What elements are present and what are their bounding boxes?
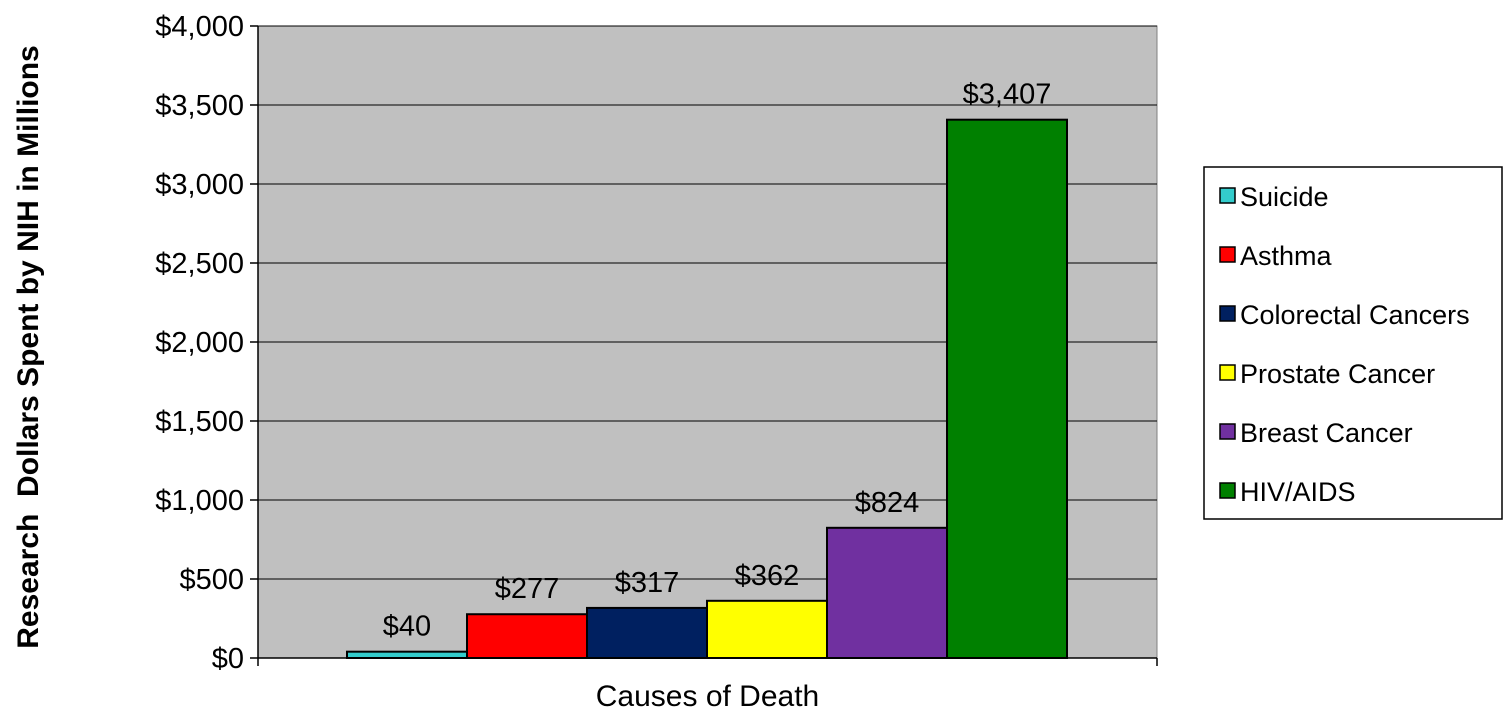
data-labels: $40 $277 $317 $362 $824 $3,407	[383, 79, 1052, 643]
bar-suicide	[346, 650, 468, 659]
x-axis-title: Causes of Death	[596, 680, 819, 712]
y-tick-label: $3,500	[155, 90, 244, 122]
legend-swatch	[1219, 305, 1236, 322]
y-tick-label: $500	[179, 564, 244, 596]
data-label: $362	[735, 560, 800, 592]
legend-swatch	[1219, 246, 1236, 263]
bar-hiv-aids	[946, 118, 1068, 660]
data-label: $317	[615, 567, 680, 599]
legend-label: Suicide	[1240, 182, 1329, 212]
y-tick-label: $4,000	[155, 11, 244, 43]
data-label: $277	[495, 573, 560, 605]
legend-item: Prostate Cancer	[1219, 359, 1435, 389]
legend-item: Colorectal Cancers	[1219, 300, 1470, 330]
data-label: $40	[383, 611, 431, 643]
y-tick-label: $2,500	[155, 248, 244, 280]
legend-item: HIV/AIDS	[1219, 477, 1356, 507]
legend-label: Asthma	[1240, 241, 1333, 271]
y-tick-label: $3,000	[155, 169, 244, 201]
bars	[346, 118, 1068, 660]
legend: Suicide Asthma Colorectal Cancers Prostate …	[1203, 166, 1503, 520]
legend-swatch	[1219, 423, 1236, 440]
bar-prostate-cancer	[706, 599, 828, 660]
data-label: $824	[855, 487, 920, 519]
legend-label: HIV/AIDS	[1240, 477, 1356, 507]
data-label: $3,407	[963, 79, 1052, 111]
legend-label: Prostate Cancer	[1240, 359, 1435, 389]
legend-box	[1203, 166, 1503, 520]
y-tick-label: $1,500	[155, 406, 244, 438]
legend-swatch	[1219, 364, 1236, 381]
y-axis-ticks: $0 $500 $1,000 $1,500 $2,000 $2,500 $3,000 $3,5…	[155, 11, 1158, 675]
legend-item: Suicide	[1219, 182, 1329, 212]
bar-asthma	[466, 613, 588, 660]
legend-items: Suicide Asthma Colorectal Cancers Prostate …	[1219, 182, 1470, 507]
legend-label: Colorectal Cancers	[1240, 300, 1470, 330]
legend-item: Breast Cancer	[1219, 418, 1413, 448]
legend-swatch	[1219, 187, 1236, 204]
y-axis-title: Research Dollars Spent by NIH in Million…	[12, 45, 45, 648]
bar-colorectal-cancers	[586, 606, 708, 659]
y-tick-label: $2,000	[155, 327, 244, 359]
legend-item: Asthma	[1219, 241, 1333, 271]
bar-breast-cancer	[826, 526, 948, 659]
y-tick-label: $1,000	[155, 485, 244, 517]
legend-swatch	[1219, 482, 1236, 499]
y-tick-label: $0	[212, 643, 244, 675]
legend-label: Breast Cancer	[1240, 418, 1413, 448]
